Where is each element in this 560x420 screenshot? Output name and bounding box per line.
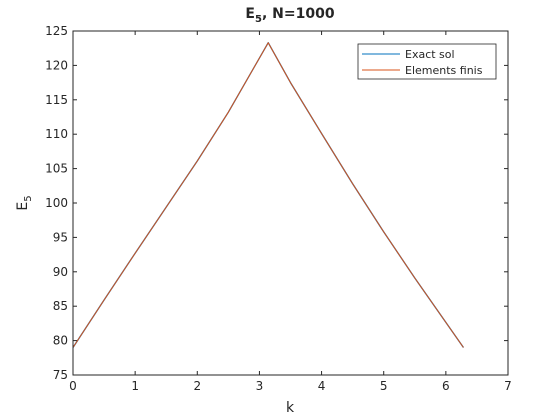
y-tick-label: 110 — [45, 127, 68, 141]
y-tick-label: 125 — [45, 24, 68, 38]
x-tick-label: 5 — [380, 379, 388, 393]
chart-title: E5, N=1000 — [245, 6, 334, 25]
x-tick-label: 2 — [193, 379, 201, 393]
x-tick-label: 3 — [256, 379, 264, 393]
y-tick-label: 120 — [45, 58, 68, 72]
y-tick-label: 115 — [45, 93, 68, 107]
y-tick-label: 85 — [53, 299, 68, 313]
y-axis-label: E5 — [15, 195, 34, 210]
legend-box — [357, 43, 497, 80]
y-tick-label: 95 — [53, 230, 68, 244]
ticks-layer: 0 1 2 3 4 5 6 7 75 80 85 90 95 100 105 110 115 120 125 — [45, 24, 512, 393]
y-tick-label: 80 — [53, 334, 68, 348]
legend: Exact sol Elements finis — [357, 43, 497, 80]
x-tick-label: 7 — [504, 379, 512, 393]
chart-title-rest: , N=1000 — [262, 6, 335, 22]
y-tick-label: 90 — [53, 265, 68, 279]
series-layer — [72, 42, 464, 348]
x-tick-label: 6 — [442, 379, 450, 393]
plot-area — [73, 31, 508, 375]
axes-box — [72, 30, 509, 376]
legend-label-elements-finis: Elements finis — [405, 64, 483, 77]
x-tick-label: 0 — [69, 379, 77, 393]
chart-title-sub: 5 — [255, 14, 262, 25]
series-line-elements-finis — [72, 42, 464, 348]
x-axis-label: k — [286, 400, 295, 416]
chart-title-main: E — [245, 6, 255, 22]
y-axis-label-sub: 5 — [23, 195, 34, 201]
y-tick-label: 75 — [53, 368, 68, 382]
y-axis-label-main: E — [15, 202, 31, 211]
x-tick-label: 4 — [318, 379, 326, 393]
legend-label-exact-sol: Exact sol — [405, 48, 455, 61]
x-tick-label: 1 — [131, 379, 139, 393]
y-tick-label: 105 — [45, 162, 68, 176]
y-tick-label: 100 — [45, 196, 68, 210]
